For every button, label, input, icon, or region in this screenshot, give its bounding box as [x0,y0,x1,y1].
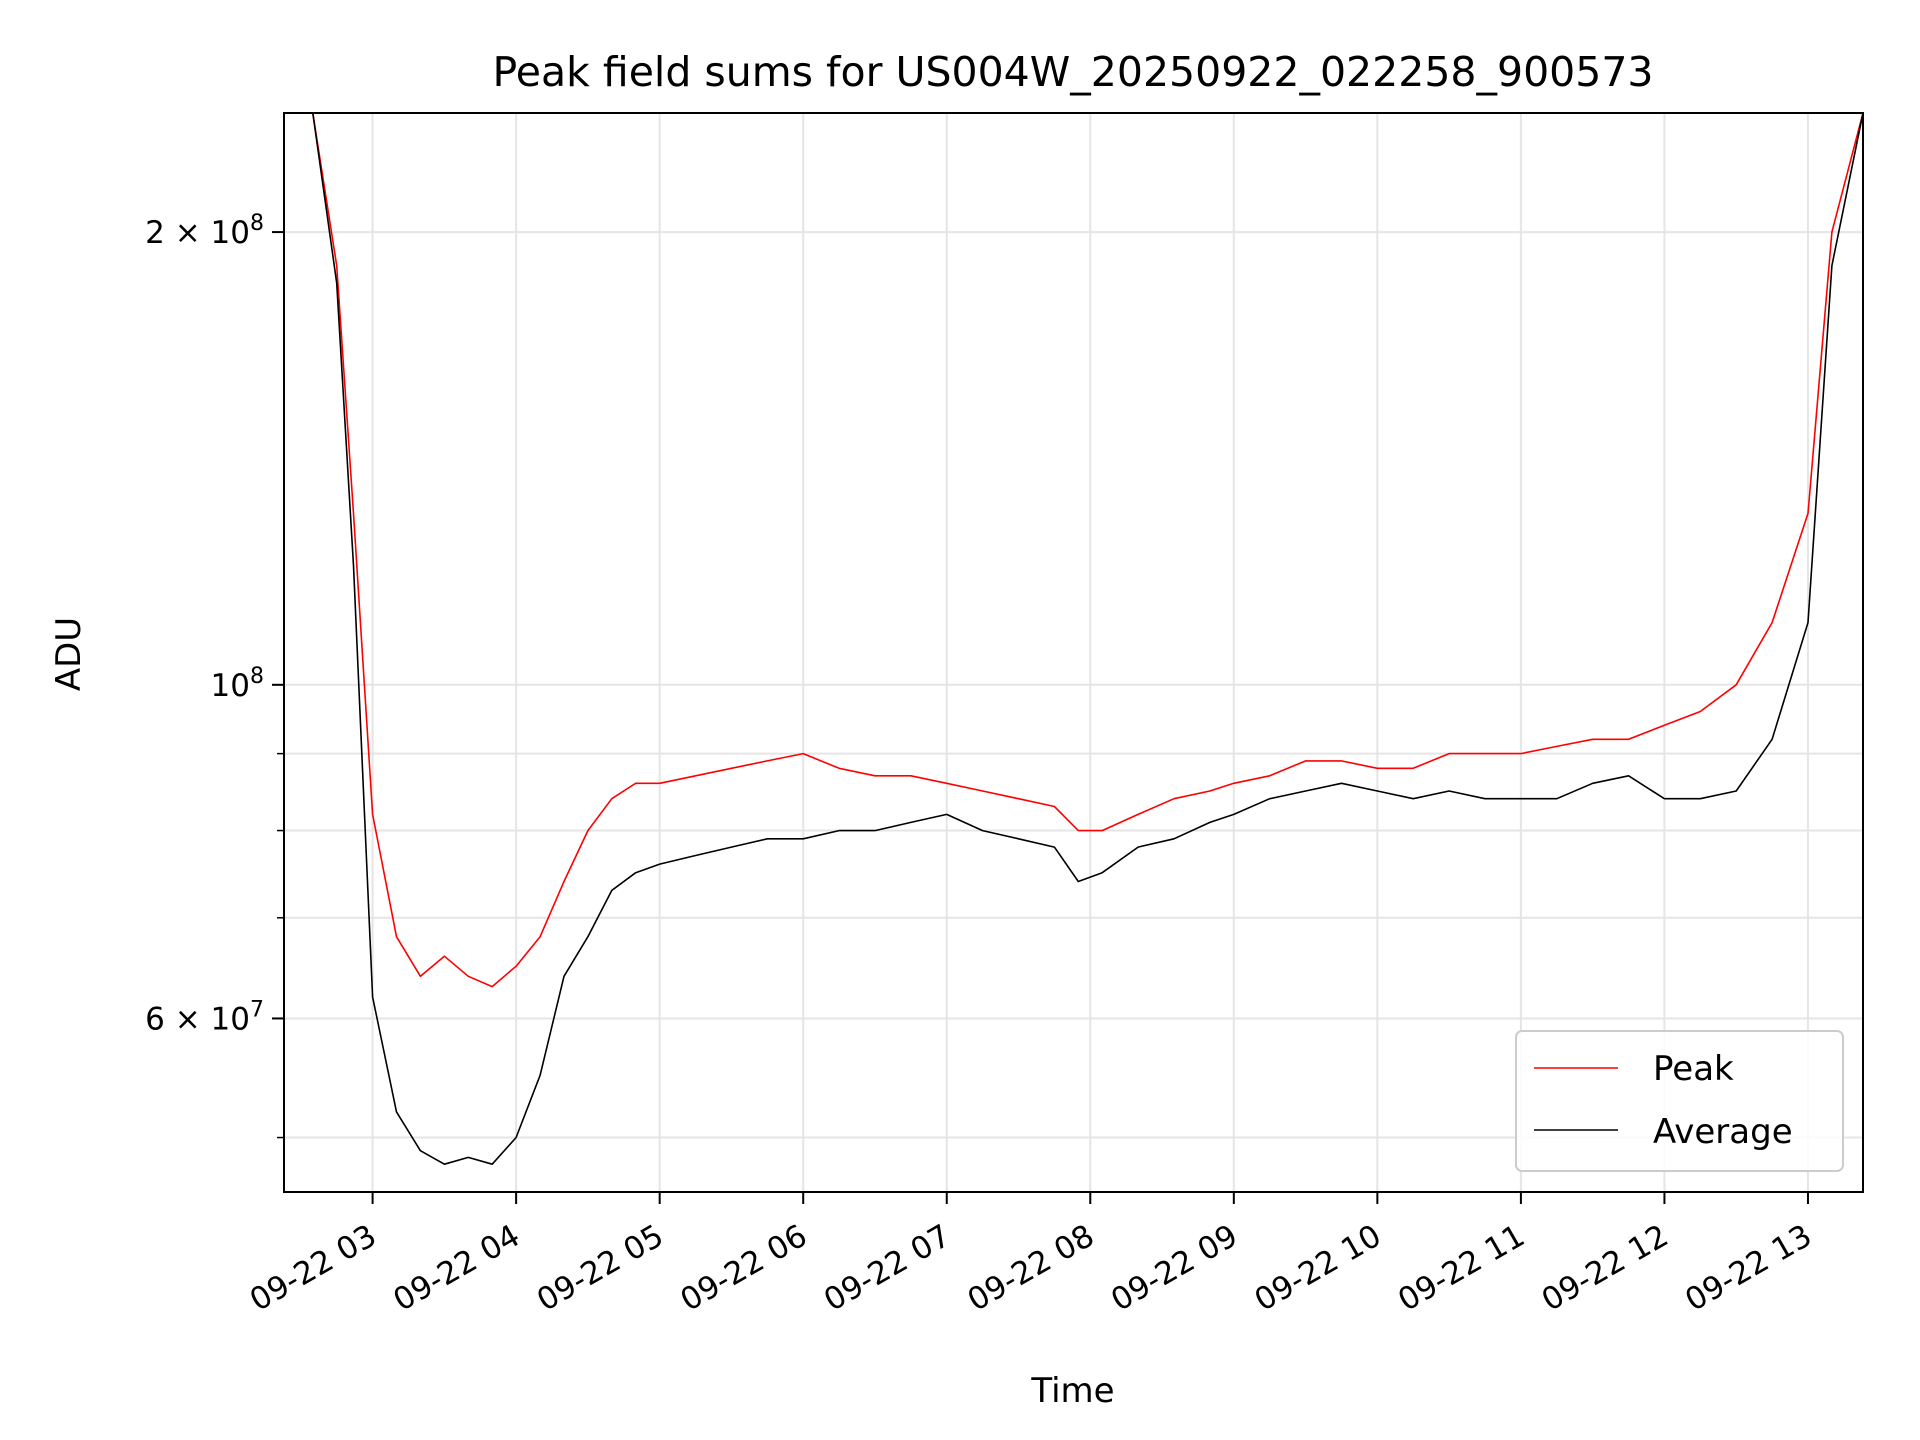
legend-label-average: Average [1653,1112,1793,1152]
chart-title: Peak field sums for US004W_20250922_0222… [492,48,1653,96]
series-line-average [284,112,1864,1165]
legend-box [1515,1030,1844,1172]
x-axis-title: Time [1030,1371,1114,1411]
plot-frame [283,112,1864,1193]
y-tick-label: 108 [211,664,264,704]
legend-label-peak: Peak [1653,1049,1734,1089]
y-axis: 108 2 × 108 6 × 107 [145,211,284,1139]
y-tick-label: 6 × 107 [145,997,264,1037]
legend: Peak Average [1515,1030,1844,1172]
series-line-peak [284,112,1864,988]
series-layer [284,112,1864,1165]
grid [284,113,1863,1192]
y-tick-label: 2 × 108 [145,211,264,251]
y-axis-title: ADU [49,617,89,691]
